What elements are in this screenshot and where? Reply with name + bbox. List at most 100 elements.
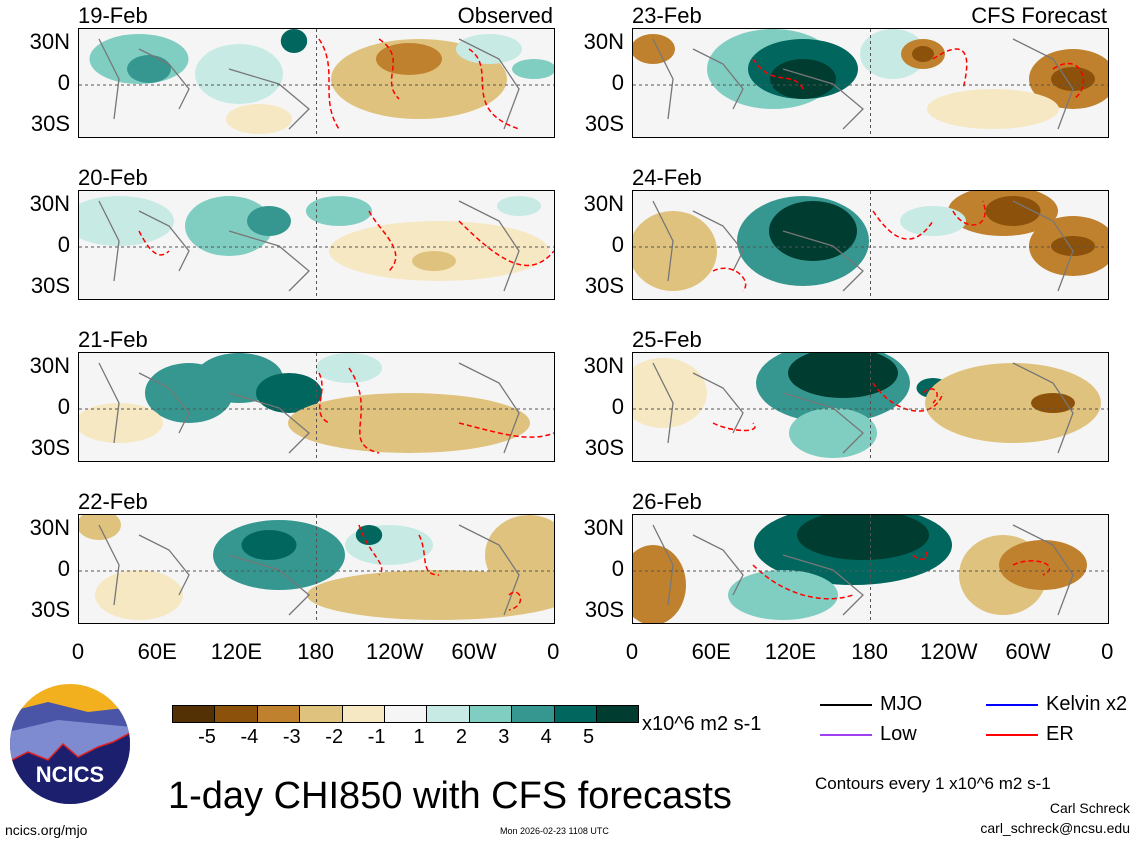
colorbar-label: -4: [240, 726, 259, 748]
colorbar-label: 4: [540, 726, 552, 748]
panel-date-label: 26-Feb: [632, 489, 702, 514]
anomaly-shading: [485, 515, 554, 595]
y-tick-label: 30S: [584, 597, 624, 622]
y-tick-label: 0: [57, 232, 70, 257]
anomaly-shading: [329, 221, 549, 281]
x-tick-label: 60E: [691, 639, 731, 664]
anomaly-shading: [241, 530, 297, 560]
map-panel: [632, 352, 1109, 462]
panel-date-label: 24-Feb: [632, 165, 702, 190]
y-tick-label: 0: [57, 394, 70, 419]
anomaly-shading: [788, 353, 898, 398]
author: Carl Schreck: [1049, 800, 1130, 816]
coastlines: [652, 524, 1074, 616]
logo-text: NCICS: [35, 762, 105, 787]
map-panel: [78, 352, 555, 462]
colorbar-label: -5: [198, 726, 216, 748]
anomaly-shading: [925, 363, 1101, 443]
ncics-logo: NCICS: [8, 682, 132, 806]
y-tick-label: 30N: [29, 191, 70, 216]
x-tick-label: 120W: [366, 639, 424, 664]
y-tick-label: 30N: [583, 515, 624, 540]
x-tick-label: 0: [71, 639, 85, 664]
y-tick-label: 30N: [583, 29, 624, 54]
y-tick-label: 0: [611, 70, 624, 95]
y-tick-label: 0: [611, 232, 624, 257]
coastlines: [98, 362, 520, 454]
legend-line: [820, 734, 872, 736]
anomaly-shading: [95, 570, 183, 620]
x-tick-label: 0: [625, 639, 639, 664]
panel-date-label: 20-Feb: [78, 165, 148, 190]
colorbar-swatch: [257, 706, 301, 722]
colorbar-swatch: [342, 706, 385, 722]
colorbar-swatch: [554, 706, 597, 722]
y-tick-label: 30S: [30, 597, 70, 622]
anomaly-shading: [927, 89, 1059, 129]
colorbar-swatch: [596, 706, 639, 722]
x-tick-label: 60W: [451, 639, 497, 664]
panel-date-label: 22-Feb: [78, 489, 148, 514]
anomaly-shading: [376, 43, 442, 75]
anomaly-shading: [985, 196, 1041, 226]
figure-title: 1-day CHI850 with CFS forecasts: [168, 775, 732, 817]
x-tick-label: 120E: [210, 639, 263, 664]
map-panel: [632, 514, 1109, 624]
email: carl_schreck@ncsu.edu: [980, 820, 1130, 836]
anomaly-shading: [999, 540, 1087, 590]
anomaly-shading: [860, 29, 926, 79]
anomaly-shading: [633, 545, 686, 623]
colorbar-swatch: [300, 706, 343, 722]
anomaly-shading: [127, 55, 171, 83]
anomaly-shading: [1051, 67, 1095, 91]
y-tick-label: 30S: [30, 111, 70, 136]
anomaly-shading: [307, 570, 554, 620]
anomaly-shading: [1031, 393, 1075, 413]
anomaly-shading: [1051, 236, 1095, 256]
timestamp: Mon 2026-02-23 1108 UTC: [500, 826, 609, 836]
anomaly-shading: [412, 251, 456, 271]
map-panel: [78, 190, 555, 300]
map-panel: [78, 28, 555, 138]
anomaly-shading: [769, 201, 857, 261]
er-contour: [358, 524, 522, 611]
anomaly-shading: [306, 196, 372, 226]
colorbar-swatch: [512, 706, 555, 722]
x-tick-label: 60E: [137, 639, 177, 664]
anomaly-shading: [185, 196, 273, 256]
y-tick-label: 30N: [29, 353, 70, 378]
anomaly-shading: [355, 525, 383, 545]
colorbar-label: 2: [455, 726, 467, 748]
contour-note: Contours every 1 x10^6 m2 s-1: [815, 774, 1051, 793]
panel-date-label: 19-Feb: [78, 3, 148, 28]
colorbar-units: x10^6 m2 s-1: [642, 713, 762, 735]
panel-date-label: 25-Feb: [632, 327, 702, 352]
anomaly-shading: [900, 206, 966, 236]
anomaly-shading: [497, 196, 541, 216]
colorbar-swatch: [173, 706, 216, 722]
panel-date-label: 23-Feb: [632, 3, 702, 28]
er-contour: [712, 200, 986, 292]
y-tick-label: 0: [611, 394, 624, 419]
legend-label: Low: [880, 723, 917, 745]
y-tick-label: 0: [611, 556, 624, 581]
x-tick-label: 60W: [1005, 639, 1051, 664]
x-tick-label: 120E: [764, 639, 817, 664]
site-url: ncics.org/mjo: [5, 822, 88, 838]
anomaly-shading: [633, 211, 717, 291]
coastlines: [652, 38, 1074, 130]
anomaly-shading: [79, 403, 163, 443]
map-panel: [632, 190, 1109, 300]
legend-label: MJO: [880, 693, 923, 715]
er-contour: [752, 549, 1051, 600]
x-tick-label: 180: [297, 639, 334, 664]
coastlines: [98, 524, 520, 616]
colorbar-label: -3: [282, 726, 301, 748]
anomaly-shading: [288, 393, 530, 453]
y-tick-label: 30S: [30, 435, 70, 460]
panel-date-label: 21-Feb: [78, 327, 148, 352]
anomaly-shading: [226, 104, 292, 134]
anomaly-shading: [633, 358, 707, 428]
y-tick-label: 30S: [584, 435, 624, 460]
